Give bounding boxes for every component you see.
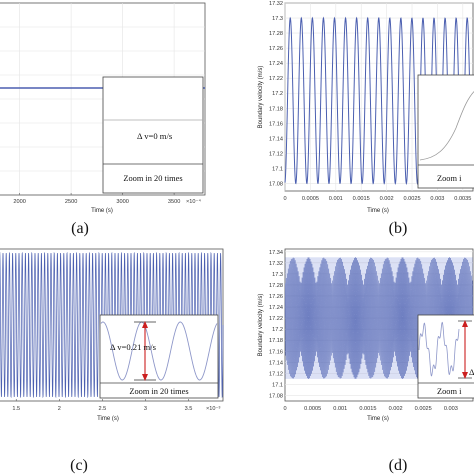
panel-d-x-tick-label: 0.003 <box>444 406 458 412</box>
panel-d-y-tick-label: 17.3 <box>272 272 283 278</box>
panel-b-y-tick-label: 17.24 <box>269 61 283 67</box>
panel-d-y-tick-label: 17.28 <box>269 283 283 289</box>
panel-d-arrowhead-up-icon <box>462 320 468 327</box>
panel-a-x-axis-label: Time (s) <box>91 208 113 214</box>
panel-c-x-axis-label: Time (s) <box>97 416 119 422</box>
panel-b-y-tick-label: 17.12 <box>269 151 283 157</box>
panel-b-y-tick-label: 17.26 <box>269 46 283 52</box>
panel-d-y-axis-label: Boundary velocity (m/s) <box>258 294 264 357</box>
panel-b-y-tick-label: 17.2 <box>272 91 283 97</box>
panel-c-inset-wave-line <box>100 321 218 381</box>
panel-c-x-tick-label: 3.5 <box>185 406 193 412</box>
panel-b-inset-trace <box>419 90 474 161</box>
panel-c-x-ticks: 1.5 2 2.5 3 3.5 <box>12 399 192 412</box>
panel-b-label: (b) <box>389 220 408 237</box>
panel-b-x-tick-label: 0.0025 <box>403 196 420 202</box>
panel-d-x-axis-label: Time (s) <box>367 416 389 422</box>
panel-d-delta-label: Δ <box>469 367 474 377</box>
panel-a-inset-frame <box>102 76 204 194</box>
panel-d-y-tick-label: 17.14 <box>269 360 283 366</box>
panel-b-x-tick-label: 0.001 <box>329 196 343 202</box>
panel-c-x-tick-label: 3 <box>144 406 147 412</box>
panel-d-x-tick-label: 0 <box>283 406 286 412</box>
panel-b-y-tick-label: 17.3 <box>272 16 283 22</box>
panel-d-inset-frame <box>417 314 474 399</box>
panel-d-y-tick-label: 17.24 <box>269 305 283 311</box>
panel-a-x-ticks: 2000 2500 3000 3500 <box>13 193 180 205</box>
panel-d-y-tick-label: 17.16 <box>269 349 283 355</box>
panel-c-x-tick-label: 2.5 <box>98 406 106 412</box>
panel-c-delta-label: Δ v=0.21 m/s <box>110 342 157 352</box>
panel-a-x-tick-label: 3500 <box>168 199 180 205</box>
panel-b-y-tick-label: 17.1 <box>272 166 283 172</box>
panel-c-zoom-label: Zoom in 20 times <box>129 387 188 396</box>
panel-d-y-tick-label: 17.08 <box>269 393 283 399</box>
panel-b-y-tick-label: 17.18 <box>269 106 283 112</box>
panel-d: 17.08 17.1 17.12 17.14 17.16 17.18 17.2 17.22 17… <box>258 248 474 474</box>
panel-d-zoom-label: Zoom i <box>437 387 462 396</box>
panel-a-label: (a) <box>71 220 89 237</box>
panel-a-x-tick-label: 3000 <box>116 199 128 205</box>
panel-d-x-tick-label: 0.0005 <box>304 406 321 412</box>
panel-b-y-axis-label: Boundary velocity (m/s) <box>258 66 264 129</box>
panel-a: 2000 2500 3000 3500 ×10⁻⁴ Time (s) Δ v=0 m/… <box>0 2 206 237</box>
panel-b-y-tick-label: 17.28 <box>269 31 283 37</box>
panel-c-arrowhead-up-icon <box>142 321 148 328</box>
panel-d-x-tick-label: 0.0015 <box>359 406 376 412</box>
panel-d-x-tick-label: 0.001 <box>333 406 347 412</box>
panel-d-y-tick-label: 17.18 <box>269 338 283 344</box>
panel-d-y-tick-label: 17.32 <box>269 261 283 267</box>
panel-d-inset-trace <box>418 321 460 377</box>
panel-b-x-tick-label: 0.0035 <box>454 196 471 202</box>
panel-b-y-ticks: 17.08 17.1 17.12 17.14 17.16 17.18 17.2 17.22 17… <box>269 1 283 187</box>
panel-a-x-tick-label: 2500 <box>65 199 77 205</box>
panel-d-y-tick-label: 17.12 <box>269 371 283 377</box>
panel-a-x-multiplier: ×10⁻⁴ <box>186 198 201 205</box>
panel-b-x-tick-label: 0.0005 <box>302 196 319 202</box>
panel-b-inset-frame <box>417 74 474 189</box>
panel-c-label: (c) <box>70 457 88 474</box>
panel-b-x-tick-label: 0.0015 <box>353 196 370 202</box>
panel-b-inset: Zoom i <box>417 74 474 189</box>
panel-a-zoom-label: Zoom in 20 times <box>123 174 182 183</box>
panel-d-x-tick-label: 0.0025 <box>415 406 432 412</box>
panel-b: 17.08 17.1 17.12 17.14 17.16 17.18 17.2 17.22 17… <box>258 1 474 237</box>
panel-d-y-tick-label: 17.26 <box>269 294 283 300</box>
panel-c-x-multiplier: ×10⁻³ <box>206 406 220 412</box>
panel-b-x-tick-label: 0 <box>283 196 286 202</box>
panel-c-arrowhead-down-icon <box>142 374 148 381</box>
panel-c: 1.5 2 2.5 3 3.5 ×10⁻³ Time (s) Δ v=0.21 m/s … <box>0 248 224 474</box>
panel-d-inset-wave-line <box>418 321 460 377</box>
panel-b-x-axis-label: Time (s) <box>367 208 389 214</box>
panel-c-inset-frame <box>99 314 219 399</box>
panel-d-x-ticks: 0 0.0005 0.001 0.0015 0.002 0.0025 0.003 <box>283 406 457 412</box>
panel-d-y-tick-label: 17.22 <box>269 316 283 322</box>
panel-b-zoom-label: Zoom i <box>437 174 462 183</box>
panel-b-y-tick-label: 17.22 <box>269 76 283 82</box>
panel-a-inset: Δ v=0 m/s Zoom in 20 times <box>102 76 204 194</box>
panel-b-y-tick-label: 17.08 <box>269 181 283 187</box>
panel-d-x-tick-label: 0.002 <box>389 406 403 412</box>
panel-b-y-tick-label: 17.16 <box>269 121 283 127</box>
panel-d-y-tick-label: 17.2 <box>272 327 283 333</box>
panel-b-y-tick-label: 17.14 <box>269 136 283 142</box>
panel-b-y-tick-label: 17.32 <box>269 1 283 7</box>
panel-d-y-tick-label: 17.1 <box>272 382 283 388</box>
panel-c-x-tick-label: 1.5 <box>12 406 20 412</box>
panel-d-arrowhead-down-icon <box>462 372 468 379</box>
panel-d-y-tick-label: 17.34 <box>269 250 283 256</box>
panel-d-inset: Δ Zoom i <box>417 314 474 399</box>
panel-b-x-tick-label: 0.003 <box>430 196 444 202</box>
panel-a-delta-label: Δ v=0 m/s <box>137 131 173 141</box>
panel-d-y-ticks: 17.08 17.1 17.12 17.14 17.16 17.18 17.2 17.22 17… <box>269 250 283 400</box>
panel-a-x-tick-label: 2000 <box>13 199 25 205</box>
panel-b-x-tick-label: 0.002 <box>380 196 394 202</box>
panel-c-inset-trace <box>100 321 218 381</box>
panel-d-label: (d) <box>389 457 408 474</box>
panel-c-inset: Δ v=0.21 m/s Zoom in 20 times <box>99 314 219 399</box>
panel-c-x-tick-label: 2 <box>58 406 61 412</box>
panel-b-x-ticks: 0 0.0005 0.001 0.0015 0.002 0.0025 0.003 0.0035 <box>283 196 471 202</box>
panel-d-velocity-line <box>284 257 474 379</box>
